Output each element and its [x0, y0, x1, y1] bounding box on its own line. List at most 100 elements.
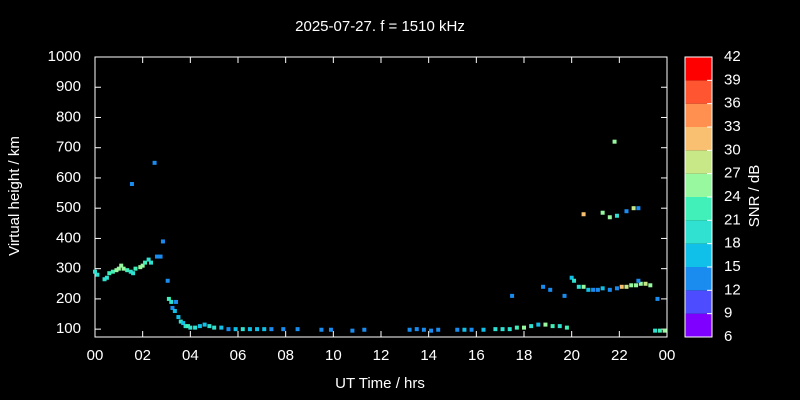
colorbar-tick-label: 21: [724, 211, 741, 228]
point: [116, 266, 121, 271]
point: [178, 319, 183, 324]
point: [543, 322, 548, 327]
point: [233, 327, 238, 332]
y-axis-label: Virtual height / km: [6, 136, 23, 256]
point: [510, 293, 515, 298]
x-tick-label: 08: [277, 347, 294, 364]
point: [591, 287, 596, 292]
point: [262, 327, 267, 332]
point: [514, 325, 519, 330]
point: [129, 181, 134, 186]
point: [104, 275, 109, 280]
point: [536, 322, 541, 327]
y-tick-label: 600: [56, 169, 81, 186]
colorbar-tick-label: 36: [724, 95, 741, 112]
colorbar-tick-label: 39: [724, 71, 741, 88]
x-tick-label: 22: [611, 347, 628, 364]
point: [631, 206, 636, 211]
point: [202, 322, 207, 327]
x-tick-label: 02: [134, 347, 151, 364]
point: [662, 328, 667, 333]
point: [581, 284, 586, 289]
point: [643, 281, 648, 286]
point: [119, 263, 124, 268]
point: [436, 327, 441, 332]
point: [648, 283, 653, 288]
point: [152, 160, 157, 165]
colorbar-tick-label: 9: [724, 305, 732, 322]
point: [548, 287, 553, 292]
y-tick-label: 1000: [48, 48, 81, 65]
point: [600, 210, 605, 215]
point: [429, 328, 434, 333]
point: [586, 287, 591, 292]
point: [140, 263, 145, 268]
point: [572, 278, 577, 283]
point: [562, 293, 567, 298]
colorbar-tick-label: 42: [724, 48, 741, 65]
x-tick-label: 10: [325, 347, 342, 364]
point: [95, 272, 100, 277]
chart-title: 2025-07-27. f = 1510 kHz: [295, 18, 465, 35]
point: [657, 328, 662, 333]
colorbar-band: [685, 197, 712, 221]
colorbar-tick-label: 33: [724, 118, 741, 135]
point: [576, 284, 581, 289]
point: [507, 327, 512, 332]
x-tick-label: 18: [516, 347, 533, 364]
colorbar-band: [685, 220, 712, 244]
point: [185, 324, 190, 329]
point: [557, 324, 562, 329]
point: [158, 254, 163, 259]
point: [421, 327, 426, 332]
y-tick-label: 800: [56, 108, 81, 125]
point: [634, 283, 639, 288]
point: [146, 257, 151, 262]
colorbar-band: [685, 267, 712, 291]
colorbar-tick-label: 30: [724, 141, 741, 158]
point: [172, 308, 177, 313]
point: [247, 327, 252, 332]
y-tick-label: 700: [56, 139, 81, 156]
x-axis-label: UT Time / hrs: [335, 375, 425, 392]
point: [165, 278, 170, 283]
colorbar-band: [685, 313, 712, 337]
point: [595, 287, 600, 292]
colorbar-band: [685, 173, 712, 197]
point: [541, 284, 546, 289]
point: [607, 215, 612, 220]
point: [655, 296, 660, 301]
point: [160, 239, 165, 244]
point: [143, 260, 148, 265]
x-tick-label: 00: [87, 347, 104, 364]
point: [114, 268, 119, 273]
x-tick-label: 16: [468, 347, 485, 364]
point: [462, 327, 467, 332]
colorbar-band: [685, 290, 712, 314]
point: [125, 268, 130, 273]
point: [281, 327, 286, 332]
point: [131, 271, 136, 276]
y-tick-label: 400: [56, 229, 81, 246]
y-tick-label: 100: [56, 320, 81, 337]
point: [188, 325, 193, 330]
point: [197, 324, 202, 329]
point: [102, 277, 107, 282]
point: [93, 269, 97, 274]
point: [183, 324, 188, 329]
point: [219, 325, 224, 330]
point: [212, 325, 217, 330]
point: [295, 327, 300, 332]
colorbar-band: [685, 243, 712, 267]
point: [493, 327, 498, 332]
point: [638, 281, 643, 286]
point: [149, 260, 154, 265]
y-tick-label: 200: [56, 290, 81, 307]
point: [414, 327, 419, 332]
point: [469, 327, 474, 332]
point: [636, 278, 641, 283]
colorbar-band: [685, 80, 712, 104]
point: [226, 327, 231, 332]
point: [350, 328, 355, 333]
